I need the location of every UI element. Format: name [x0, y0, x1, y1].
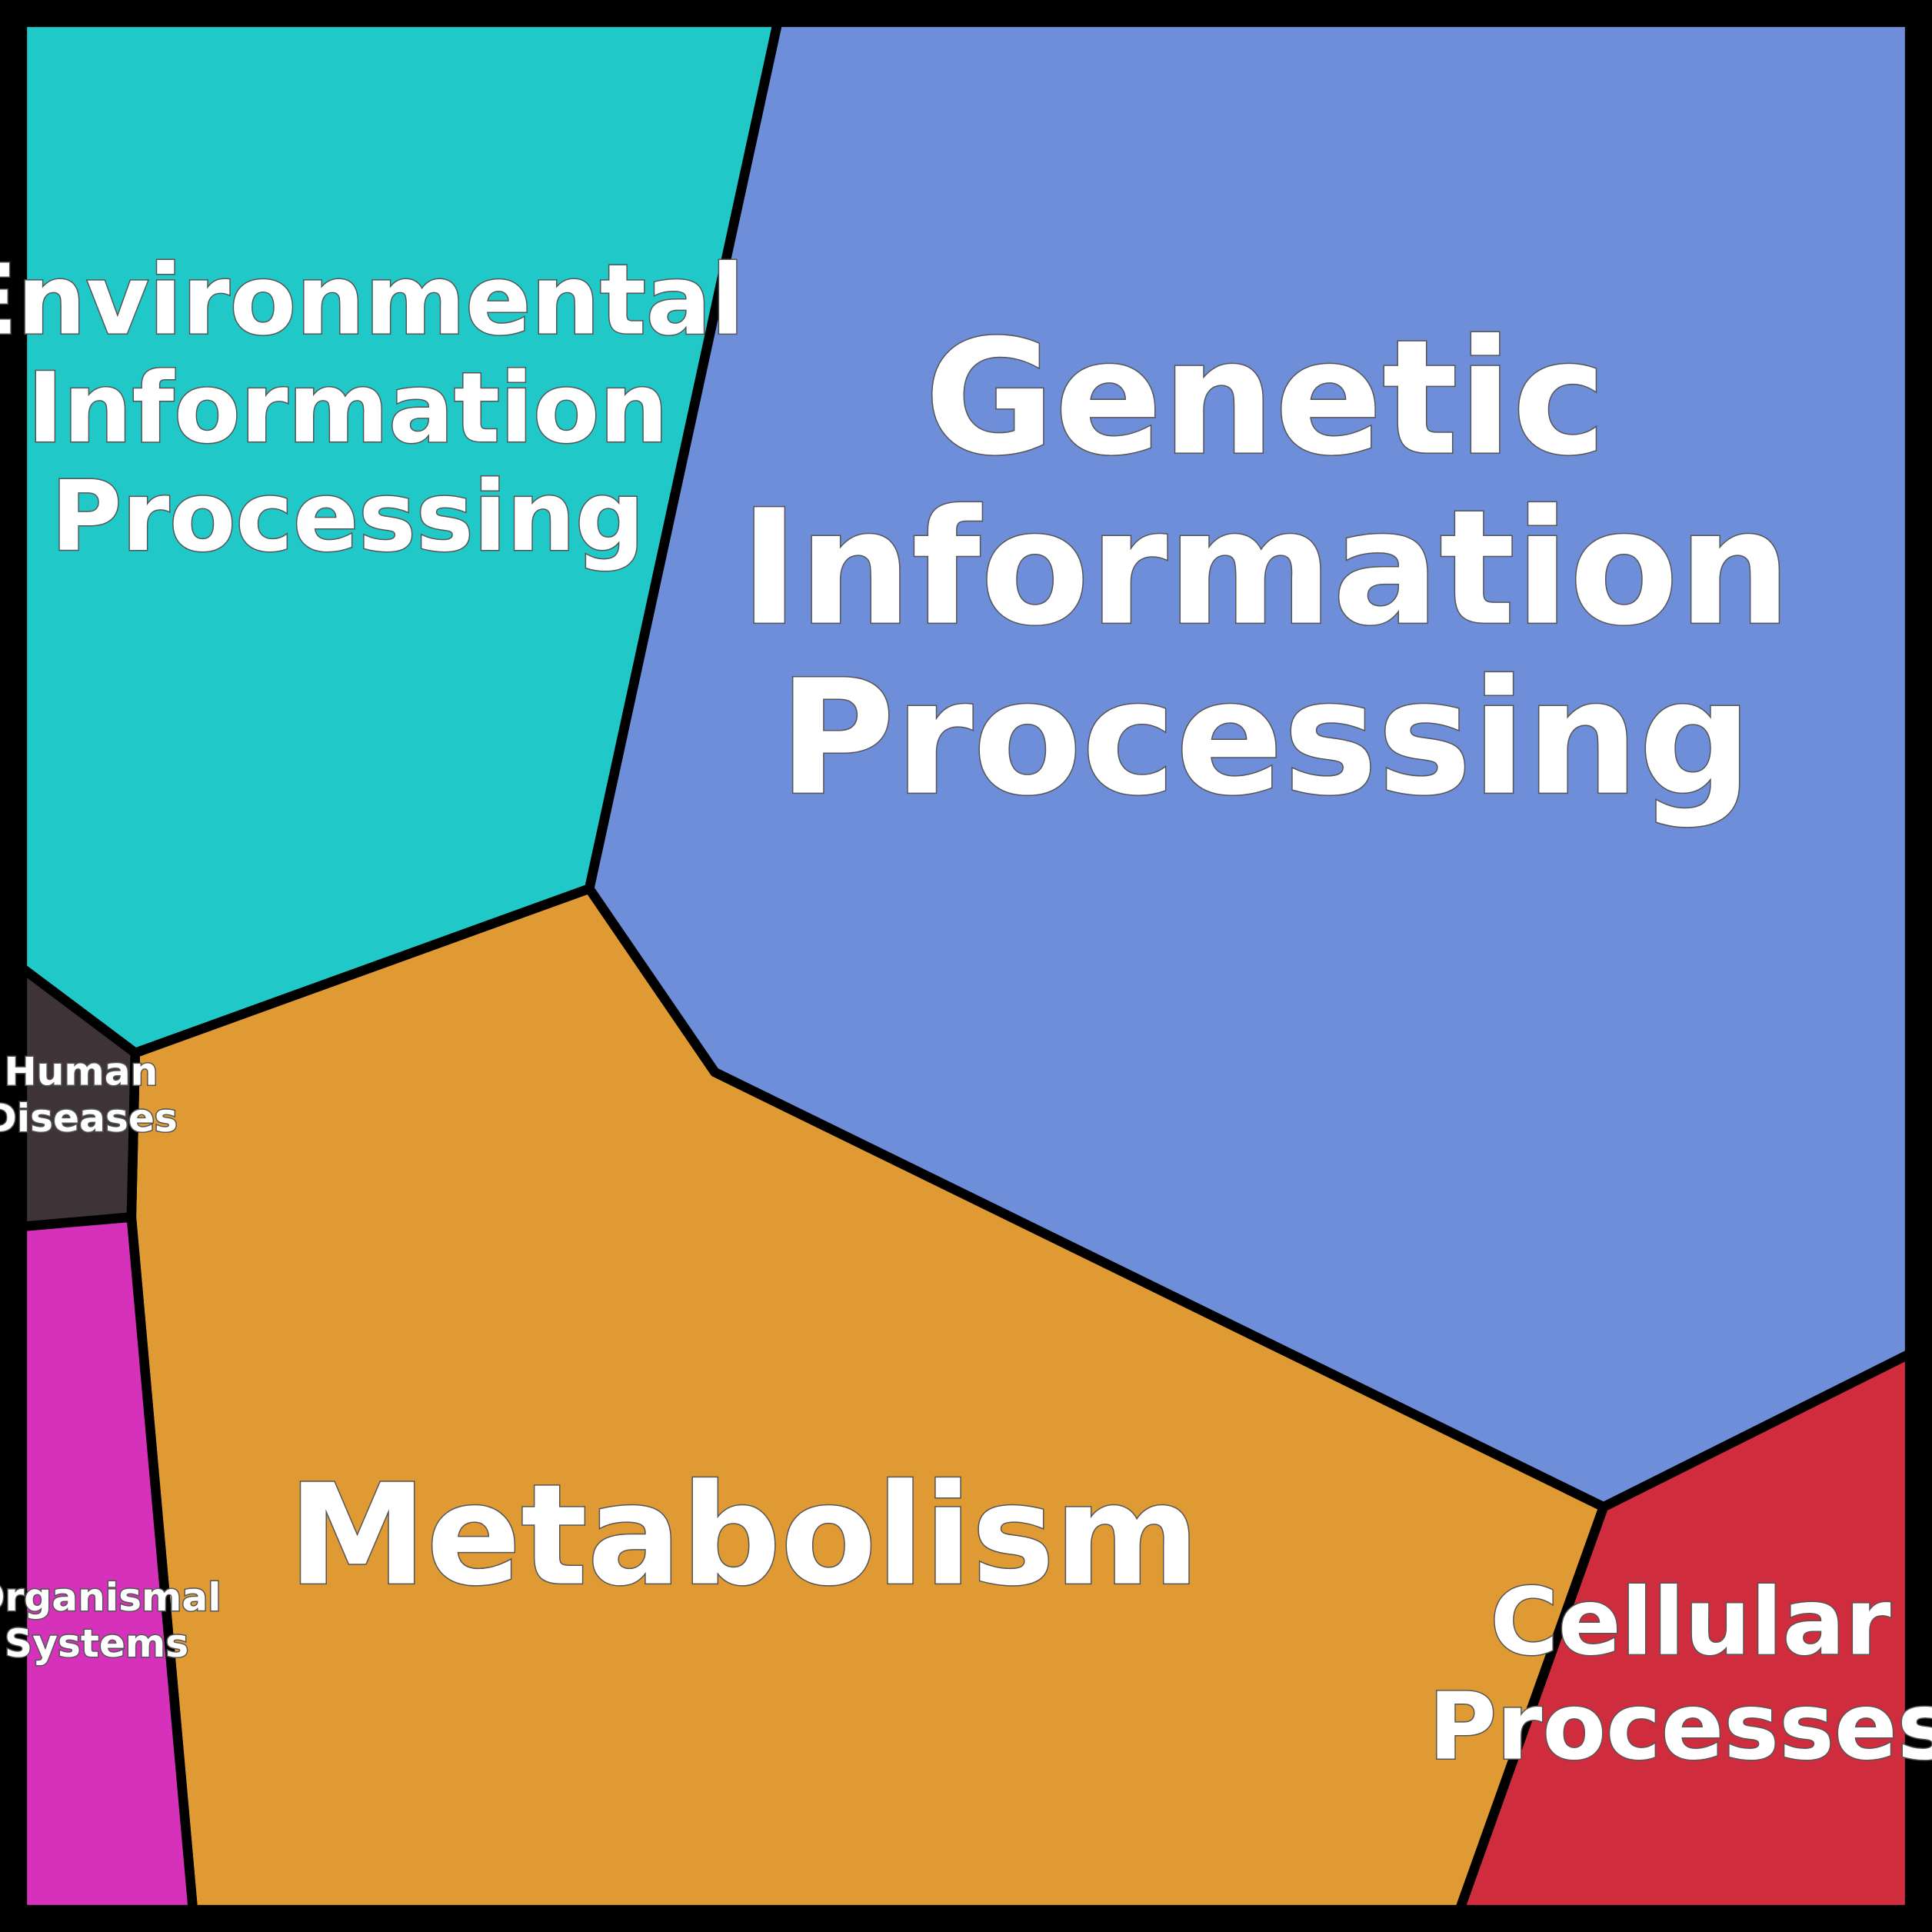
label-cellular-processes: CellularProcesses — [1429, 1569, 1932, 1781]
label-environmental-information-processing: EnvironmentalInformationProcessing — [0, 244, 744, 573]
label-metabolism: Metabolism — [288, 1454, 1200, 1617]
chart-svg: GeneticInformationProcessingEnvironmenta… — [0, 0, 1932, 1932]
label-human-diseases: HumanDiseases — [0, 1048, 178, 1140]
label-organismal-systems: OrganismalSystems — [0, 1574, 221, 1665]
voronoi-treemap-chart: GeneticInformationProcessingEnvironmenta… — [0, 0, 1932, 1932]
